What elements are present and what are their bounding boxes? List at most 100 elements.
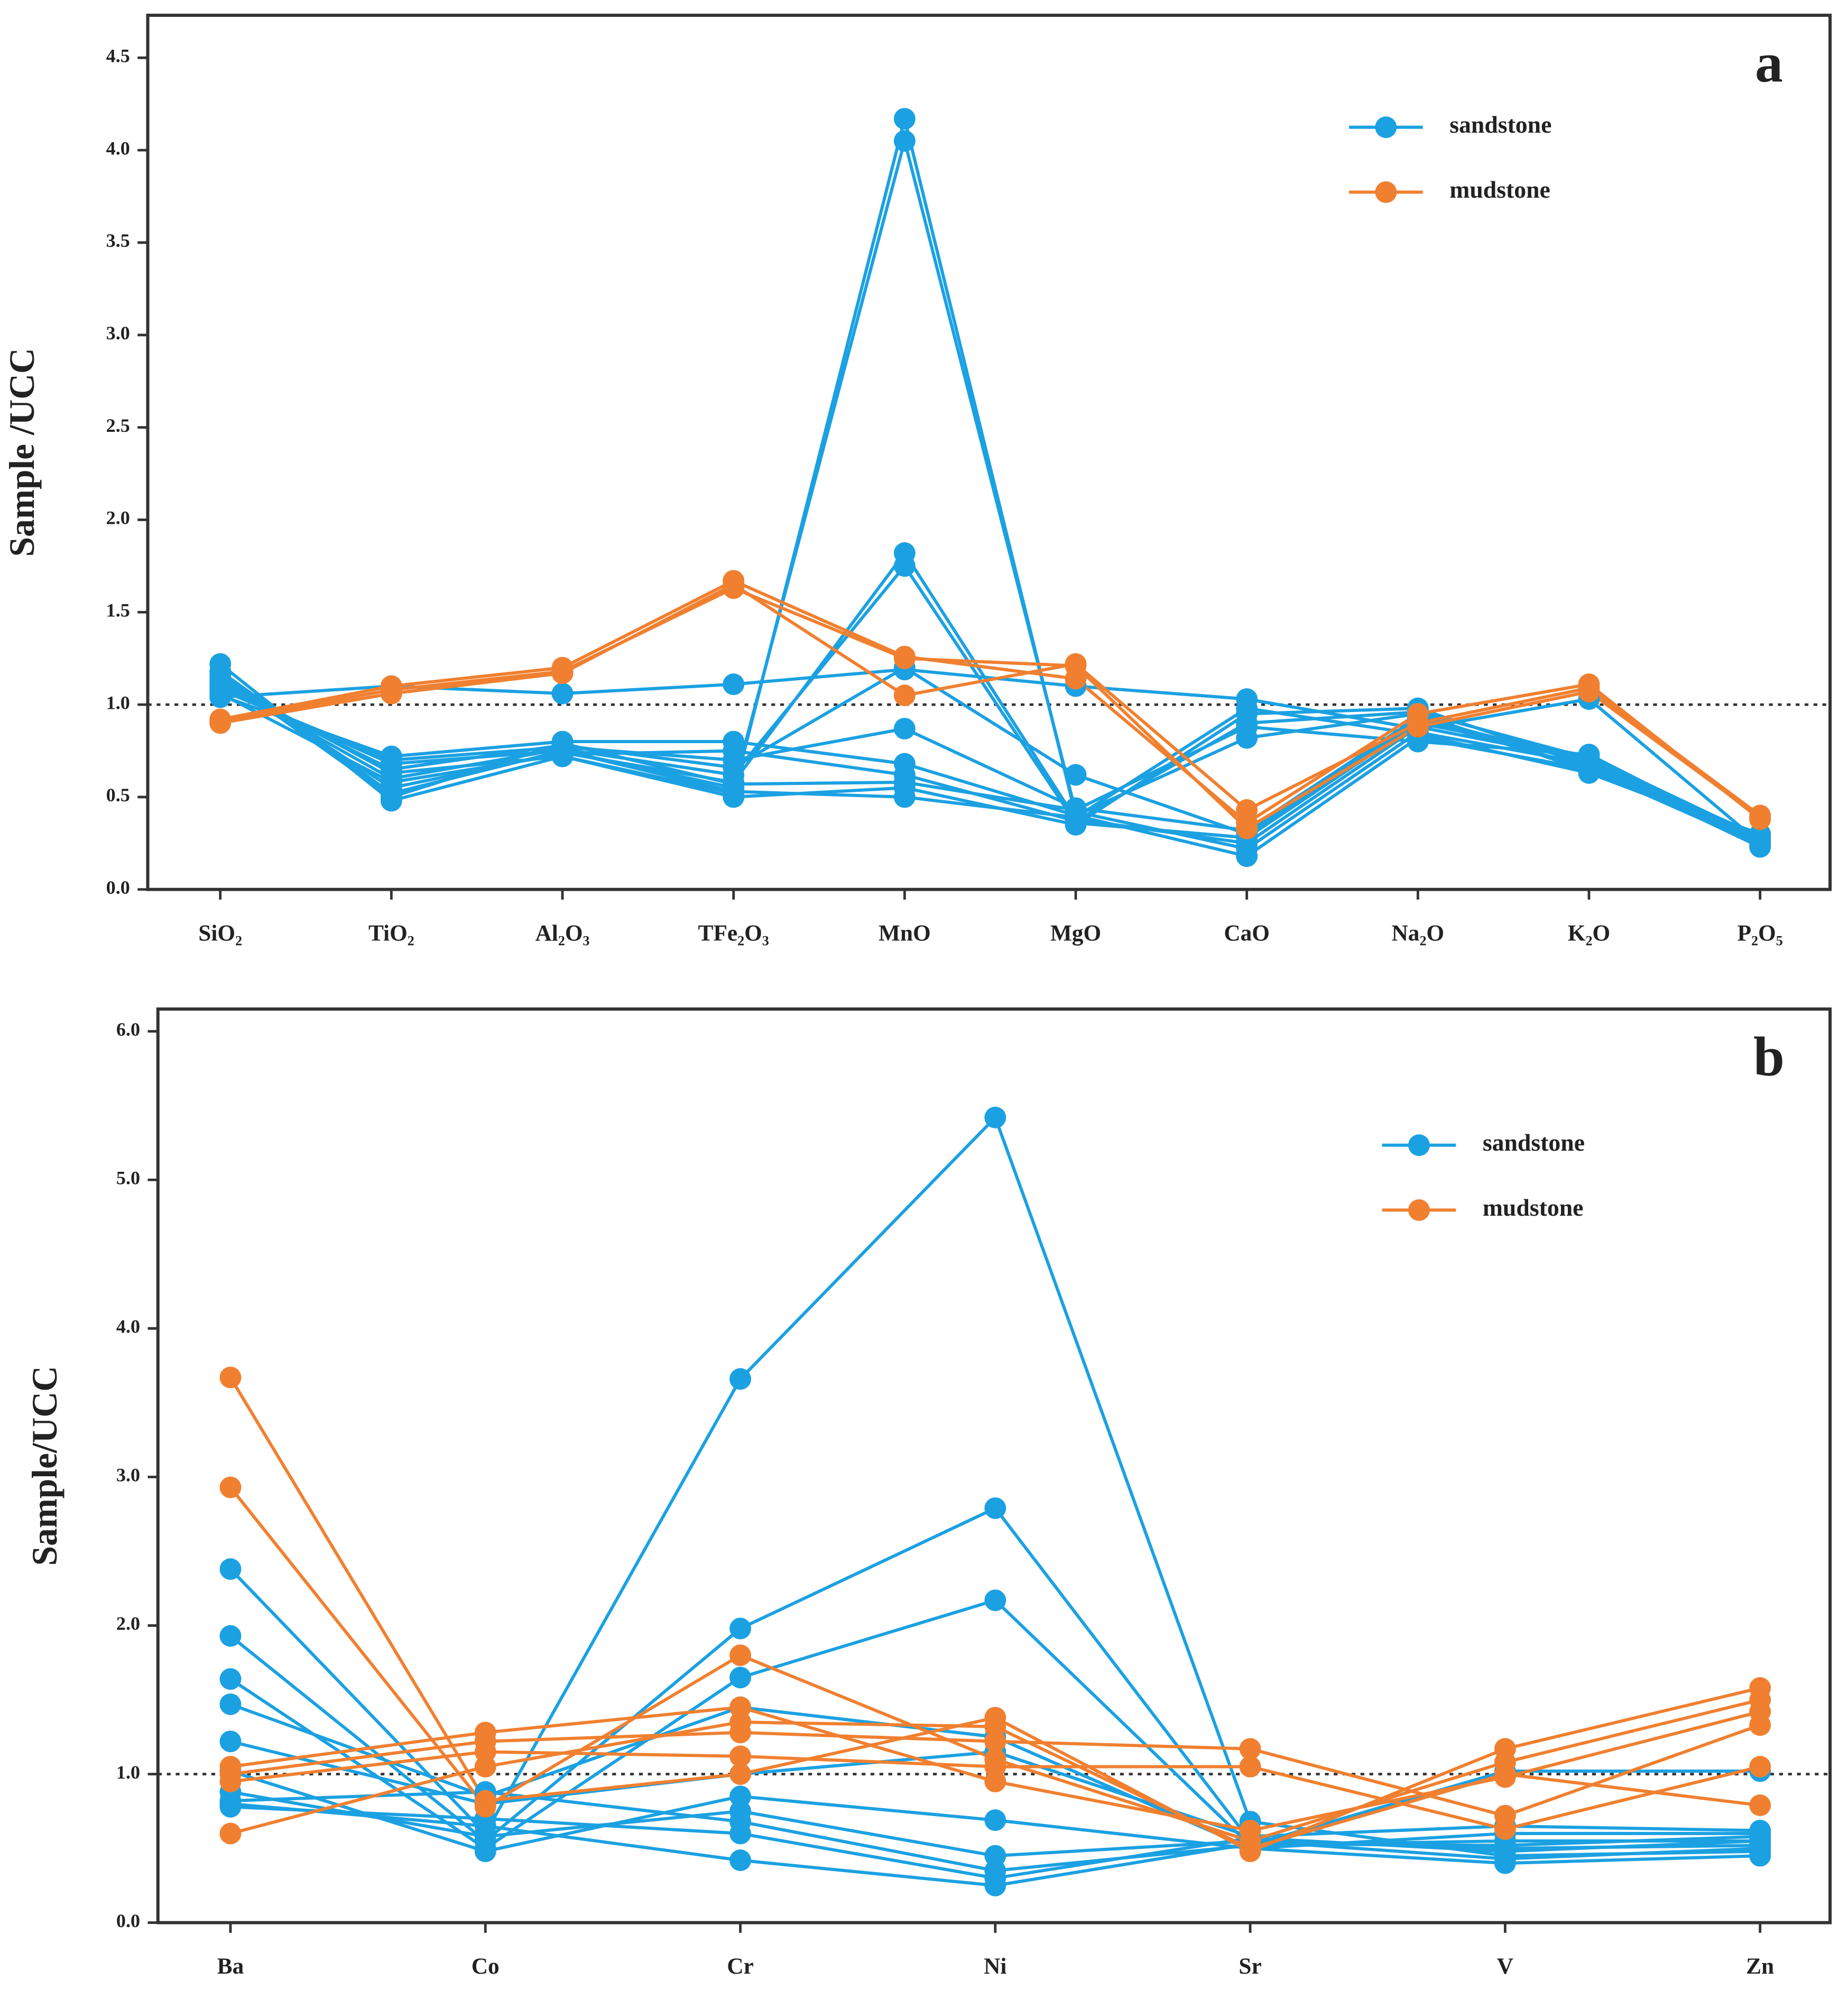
- data-point: [380, 786, 402, 808]
- data-point: [723, 740, 745, 762]
- data-point: [219, 1668, 242, 1690]
- data-point: [1065, 764, 1087, 786]
- data-point: [723, 673, 745, 696]
- sample-line: [220, 579, 1761, 825]
- data-point: [1494, 1818, 1516, 1840]
- data-point: [729, 1763, 751, 1785]
- y-tick-label: 3.0: [106, 322, 130, 344]
- data-point: [1749, 1826, 1771, 1848]
- legend-label: sandstone: [1483, 1129, 1585, 1156]
- x-tick-label: Sr: [1239, 1954, 1261, 1979]
- data-point: [1407, 730, 1429, 753]
- data-point: [1239, 1755, 1261, 1778]
- data-point: [984, 1755, 1006, 1778]
- plot-frame: [146, 13, 1832, 891]
- x-tick-label: Zn: [1746, 1954, 1774, 1979]
- legend-marker: [1375, 116, 1397, 138]
- sample-line: [220, 668, 1761, 845]
- data-point: [1494, 1763, 1516, 1785]
- data-point: [729, 1617, 751, 1640]
- legend-label: mudstone: [1483, 1194, 1584, 1221]
- data-point: [1578, 744, 1600, 765]
- x-tick-label: Al₂O₃: [535, 920, 590, 946]
- data-point: [1749, 1755, 1771, 1778]
- data-point: [1239, 1738, 1261, 1760]
- panel-label: b: [1753, 1025, 1785, 1087]
- x-tick-label: MgO: [1050, 920, 1101, 946]
- y-tick-label: 5.0: [116, 1168, 140, 1189]
- x-tick-label: Co: [472, 1954, 500, 1979]
- data-point: [893, 130, 916, 152]
- data-point: [984, 1497, 1006, 1519]
- data-point: [984, 1716, 1006, 1738]
- y-tick-label: 4.0: [116, 1316, 140, 1337]
- y-tick-label: 3.5: [106, 230, 130, 251]
- x-tick-label: Cr: [727, 1954, 754, 1979]
- x-tick-label: K₂O: [1568, 920, 1610, 946]
- data-point: [380, 753, 402, 775]
- y-tick-label: 1.0: [106, 692, 130, 713]
- sample-line: [219, 688, 1761, 838]
- data-point: [474, 1840, 496, 1863]
- data-point: [1407, 716, 1429, 738]
- y-tick-label: 1.5: [106, 600, 130, 621]
- data-point: [729, 1785, 751, 1808]
- y-tick-label: 4.0: [106, 137, 130, 159]
- y-axis-label: Sample /UCC: [2, 348, 42, 557]
- data-point: [729, 1644, 751, 1667]
- y-tick-label: 0.5: [106, 784, 130, 806]
- y-axis-label: Sample/UCC: [25, 1366, 64, 1566]
- data-point: [1236, 716, 1258, 738]
- panel-label: a: [1755, 32, 1783, 94]
- sample-line: [219, 692, 1761, 841]
- data-point: [219, 1730, 242, 1753]
- y-tick-label: 6.0: [116, 1019, 140, 1040]
- legend-label: mudstone: [1449, 176, 1550, 203]
- x-tick-label: V: [1497, 1954, 1513, 1979]
- data-point: [729, 1711, 751, 1733]
- data-point: [984, 1771, 1006, 1793]
- sample-line: [220, 586, 1761, 831]
- data-point: [893, 555, 916, 577]
- data-point: [219, 1693, 242, 1715]
- data-point: [1236, 817, 1258, 839]
- data-point: [729, 1368, 751, 1390]
- data-point: [219, 1822, 242, 1845]
- data-point: [1578, 681, 1600, 703]
- data-point: [723, 773, 745, 795]
- data-point: [1065, 799, 1087, 821]
- data-point: [219, 1476, 242, 1498]
- data-point: [984, 1874, 1006, 1896]
- x-tick-label: MnO: [879, 920, 931, 946]
- y-tick-label: 3.0: [116, 1465, 140, 1486]
- data-point: [729, 1745, 751, 1767]
- data-point: [984, 1845, 1006, 1867]
- data-point: [219, 1771, 242, 1793]
- y-tick-label: 4.5: [106, 45, 130, 67]
- data-point: [1239, 1819, 1261, 1841]
- data-point: [729, 1667, 751, 1689]
- x-tick-label: TiO₂: [368, 920, 414, 946]
- sample-line: [219, 550, 1761, 845]
- data-point: [474, 1815, 496, 1837]
- x-tick-label: Ba: [217, 1954, 244, 1979]
- data-point: [893, 647, 916, 670]
- y-tick-label: 1.0: [116, 1762, 140, 1783]
- legend-marker: [1375, 181, 1397, 203]
- data-point: [1236, 697, 1258, 719]
- sample-line: [219, 693, 1761, 836]
- data-point: [219, 1793, 242, 1815]
- data-point: [474, 1755, 496, 1778]
- sample-line: [219, 686, 1761, 839]
- data-point: [893, 718, 916, 740]
- data-point: [984, 1730, 1006, 1753]
- data-point: [551, 682, 574, 705]
- legend-label: sandstone: [1449, 111, 1551, 138]
- data-point: [209, 710, 232, 733]
- data-point: [1749, 1794, 1771, 1816]
- legend-marker: [1408, 1199, 1430, 1221]
- data-point: [1749, 806, 1771, 828]
- x-tick-label: P₂O₅: [1738, 920, 1783, 946]
- data-point: [1749, 830, 1771, 853]
